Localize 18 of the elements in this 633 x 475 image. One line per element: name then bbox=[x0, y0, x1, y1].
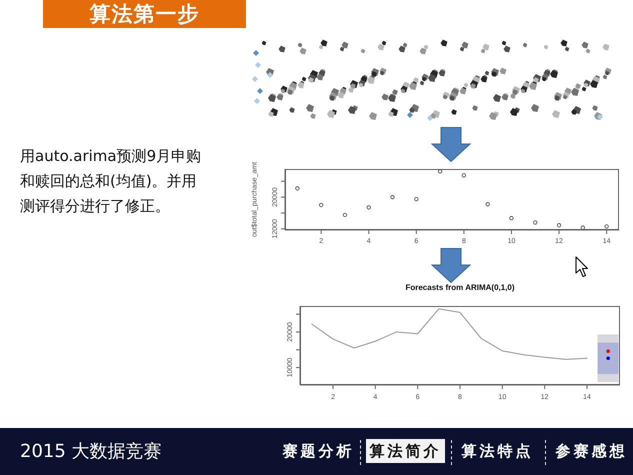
chart-title: Forecasts from ARIMA(0,1,0) bbox=[404, 282, 516, 294]
point bbox=[414, 197, 418, 202]
line-series bbox=[311, 308, 588, 360]
point bbox=[486, 202, 490, 206]
text: 用auto.arima预测9月申购和赎回的总和(均值)。并用测评得分进行了修正。 bbox=[20, 146, 202, 217]
point bbox=[319, 202, 324, 208]
point bbox=[604, 224, 609, 229]
point bbox=[556, 223, 562, 228]
point bbox=[462, 173, 466, 178]
point bbox=[509, 216, 514, 220]
point bbox=[390, 195, 395, 200]
footer-panel: 2015 大数据竞赛 赛题分析 算法简介 算法特点 参赛感想 bbox=[0, 428, 633, 475]
point bbox=[342, 212, 348, 218]
selected-tab: 算法简介 bbox=[366, 439, 445, 463]
point bbox=[295, 186, 300, 191]
point bbox=[366, 205, 371, 210]
point bbox=[533, 220, 538, 225]
title-banner: 算法第一步 bbox=[43, 0, 246, 28]
